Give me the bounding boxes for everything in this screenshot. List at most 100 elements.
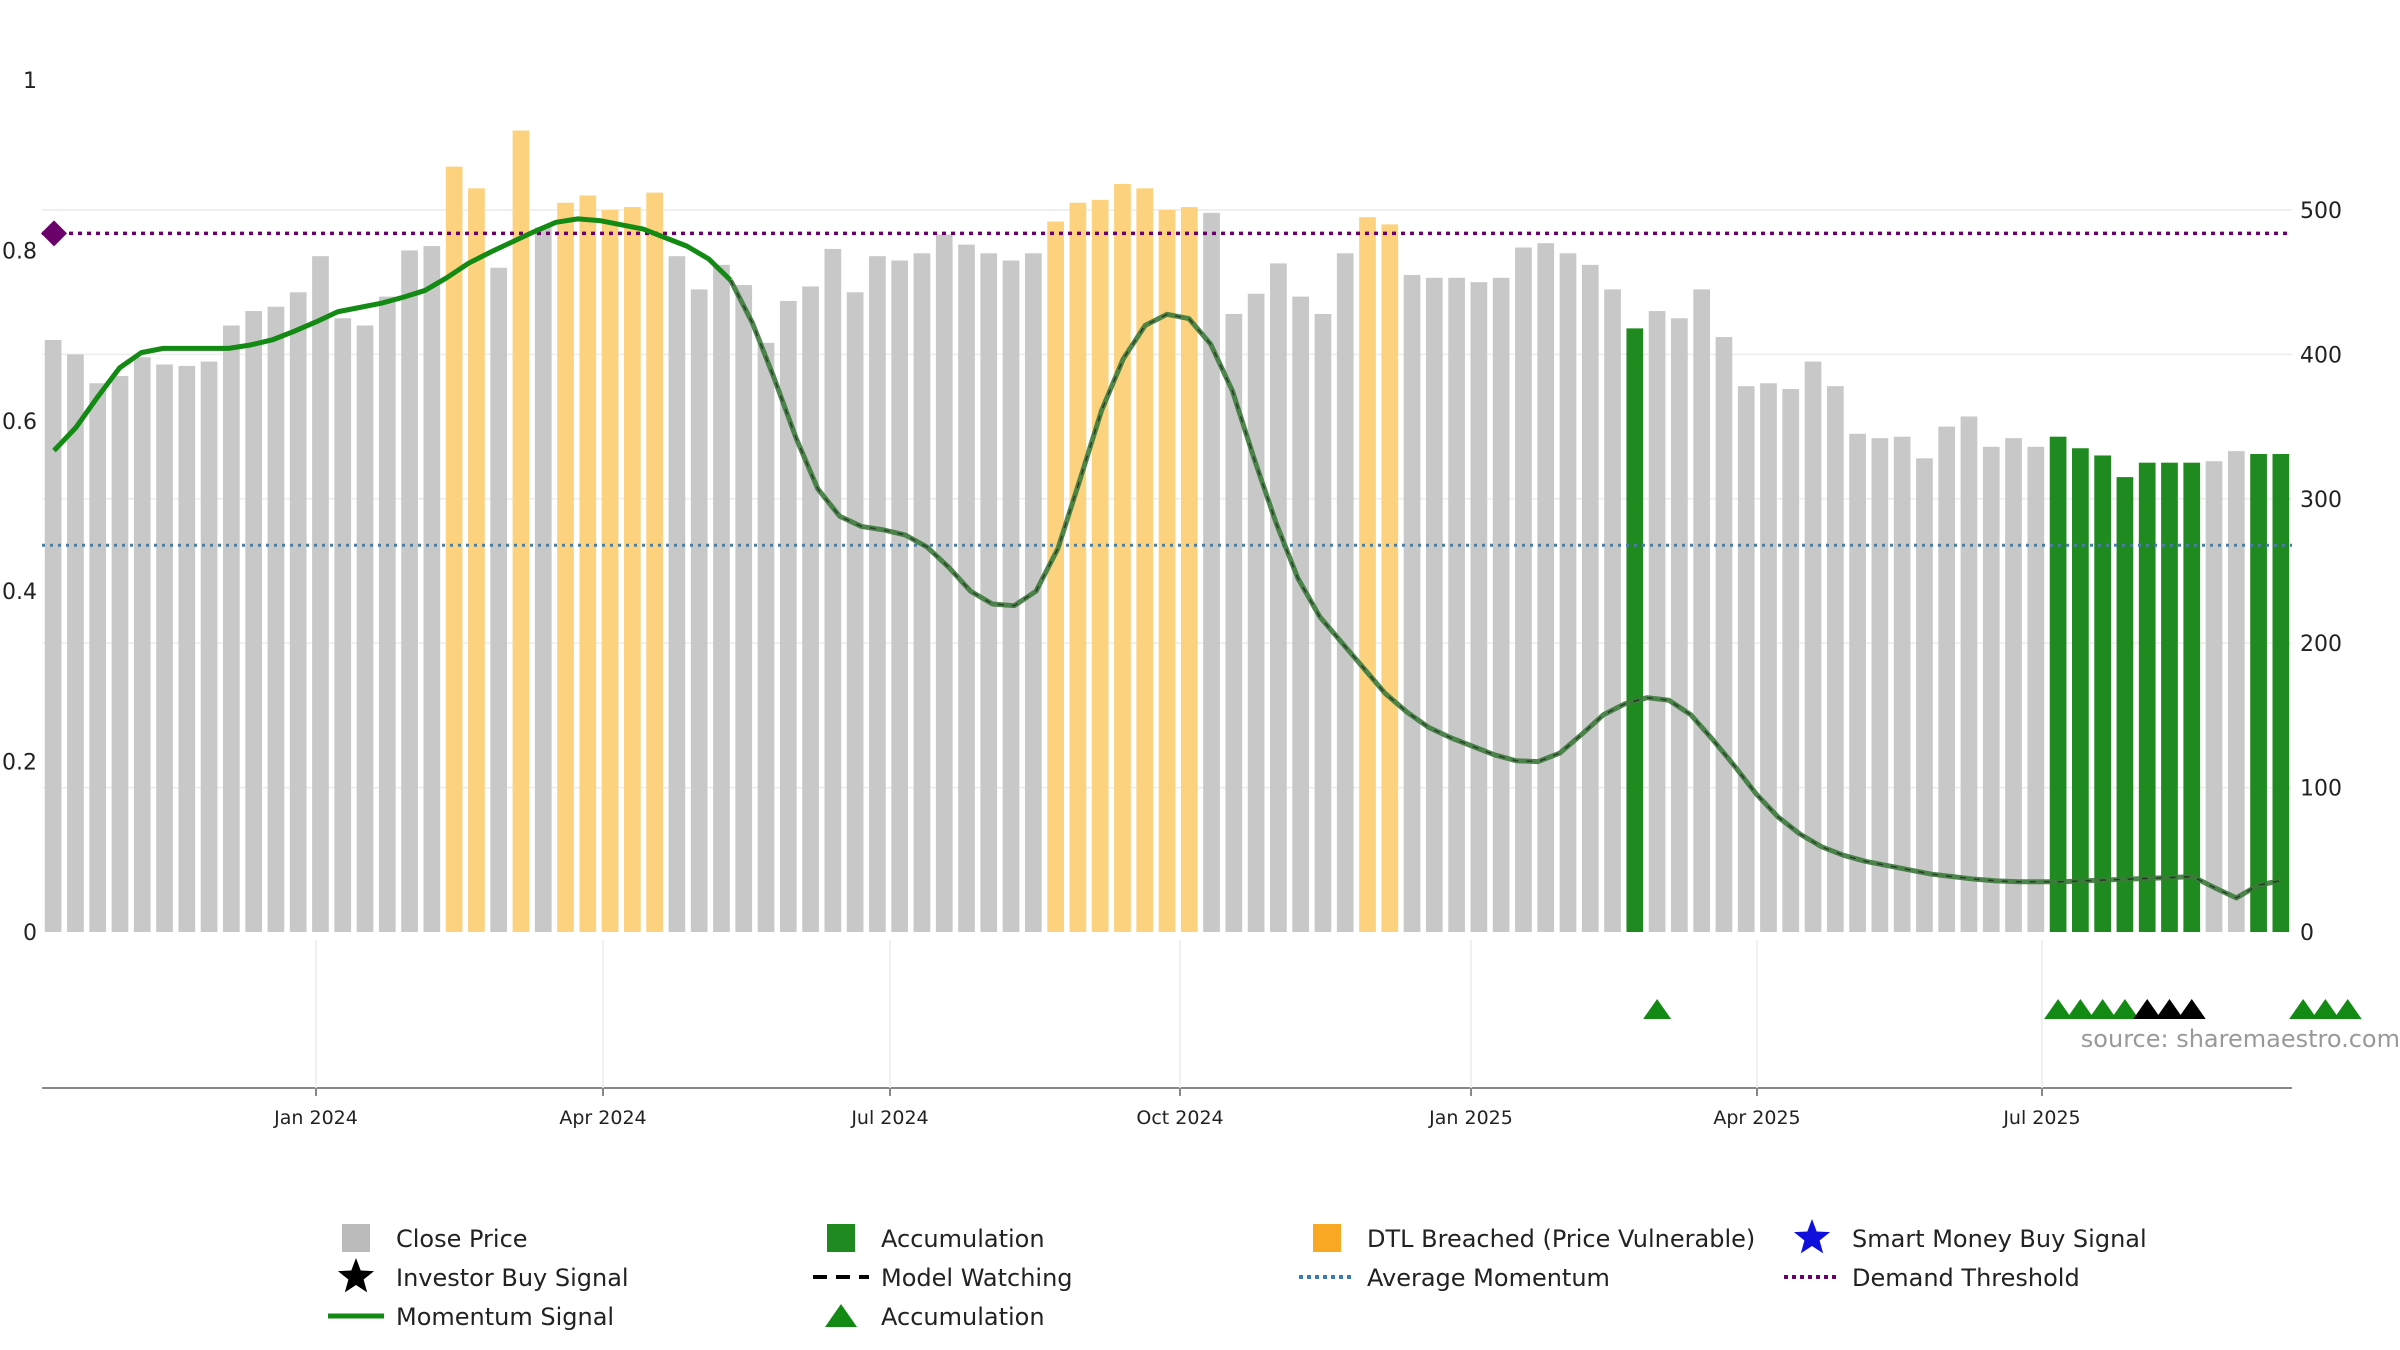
close-price-bar — [1916, 458, 1933, 932]
dtl-breached-bar — [1069, 202, 1087, 933]
accumulation-bar — [2072, 448, 2089, 932]
close-price-bar — [1247, 293, 1265, 932]
close-price-bar — [1336, 253, 1354, 932]
dtl-breached-bar — [1180, 207, 1198, 932]
close-price-bars — [44, 130, 2290, 933]
close-price-bar — [44, 339, 62, 932]
model-watching-line — [729, 279, 2281, 899]
close-price-bar — [267, 306, 285, 933]
dtl-breached-bar — [601, 209, 619, 933]
legend-item: Momentum Signal — [328, 1303, 614, 1331]
close-price-bar — [980, 253, 998, 932]
dtl-breached-bar — [1158, 209, 1176, 933]
investor-buy-triangle — [2177, 999, 2206, 1019]
investor-buy-triangle — [2155, 999, 2184, 1019]
dtl-breached-bar — [1091, 199, 1109, 933]
momentum-signal — [52, 216, 2281, 901]
close-price-bar — [935, 234, 953, 932]
close-price-bar — [1782, 389, 1800, 932]
close-price-bar — [869, 256, 886, 932]
legend: Close Price Accumulation DTL Breached (Pri… — [328, 1219, 2147, 1331]
axes: 0 0.2 0.4 0.6 0.8 1 0 100 200 300 400 500 Jan 2024 Ap… — [2, 69, 2342, 1129]
close-price-bar — [1737, 386, 1755, 933]
dtl-breached-bar — [557, 202, 574, 933]
close-price-bar — [735, 285, 753, 932]
legend-square-icon — [342, 1224, 370, 1252]
legend-item: Model Watching — [813, 1264, 1073, 1292]
legend-item: Accumulation — [827, 1224, 1045, 1253]
close-price-bar — [1403, 274, 1421, 932]
close-price-bar — [2227, 451, 2245, 932]
legend-item: Investor Buy Signal — [337, 1258, 629, 1293]
close-price-bar — [846, 292, 864, 932]
x-axis-tick: Jul 2024 — [850, 1107, 928, 1129]
legend-item: DTL Breached (Price Vulnerable) — [1313, 1224, 1755, 1253]
accumulation-bar — [2049, 436, 2067, 932]
signal-markers — [1643, 999, 2362, 1019]
right-axis-tick: 0 — [2300, 921, 2314, 946]
close-price-bar — [89, 383, 107, 932]
legend-item: Average Momentum — [1299, 1264, 1610, 1292]
close-price-bar — [1938, 426, 1956, 932]
close-price-bar — [1425, 277, 1443, 932]
close-price-bar — [1648, 311, 1666, 932]
close-price-bar — [1849, 433, 1866, 932]
legend-label: Momentum Signal — [396, 1303, 614, 1331]
close-price-bar — [1292, 296, 1310, 932]
close-price-bar — [690, 289, 708, 932]
dtl-breached-bar — [1359, 217, 1376, 932]
legend-label: DTL Breached (Price Vulnerable) — [1367, 1225, 1755, 1253]
dtl-breached-bar — [1047, 221, 1064, 932]
close-price-bar — [1760, 383, 1777, 932]
legend-label: Average Momentum — [1367, 1264, 1610, 1292]
dtl-breached-bar — [579, 195, 597, 933]
accumulation-triangle — [2088, 999, 2117, 1019]
dtl-breached-bar — [1136, 188, 1154, 933]
accumulation-bar — [2094, 455, 2111, 932]
right-axis-tick: 100 — [2300, 777, 2342, 802]
close-price-bar — [1960, 416, 1978, 933]
momentum-signal-line — [52, 216, 733, 453]
right-axis-tick: 400 — [2300, 343, 2342, 368]
close-price-bar — [1203, 212, 1220, 932]
dtl-breached-bar — [1114, 183, 1131, 932]
accumulation-bar — [2250, 454, 2267, 932]
accumulation-triangle — [2066, 999, 2095, 1019]
right-axis-tick: 500 — [2300, 199, 2342, 224]
close-price-bar — [757, 342, 775, 933]
legend-label: Accumulation — [881, 1225, 1045, 1253]
legend-label: Demand Threshold — [1852, 1264, 2080, 1292]
legend-item: Demand Threshold — [1784, 1264, 2080, 1292]
close-price-bar — [713, 264, 730, 932]
close-price-bar — [1492, 277, 1510, 932]
x-axis-tick: Jan 2025 — [1428, 1107, 1513, 1129]
close-price-bar — [200, 361, 218, 932]
close-price-bar — [1893, 436, 1911, 932]
close-price-bar — [401, 250, 418, 932]
accumulation-triangle — [1643, 999, 1672, 1019]
dtl-breached-bar — [468, 188, 485, 933]
close-price-bar — [1448, 277, 1465, 932]
dtl-breached-bar — [623, 207, 641, 932]
close-price-bar — [913, 253, 931, 932]
right-axis-tick: 300 — [2300, 488, 2342, 513]
x-axis-tick: Apr 2025 — [1713, 1107, 1800, 1129]
legend-star-icon — [1793, 1219, 1831, 1254]
dtl-breached-bar — [512, 130, 530, 933]
close-price-bar — [891, 260, 909, 932]
close-price-bar — [2205, 461, 2223, 932]
legend-label: Close Price — [396, 1225, 528, 1253]
left-axis-tick: 1 — [23, 69, 37, 94]
close-price-bar — [1671, 318, 1688, 932]
left-axis-tick: 0.2 — [2, 751, 37, 776]
close-price-bar — [178, 365, 196, 932]
legend-star-icon — [337, 1258, 375, 1293]
close-price-bar — [133, 357, 151, 933]
close-price-bar — [1871, 438, 1889, 932]
close-price-bar — [378, 296, 396, 932]
accumulation-bar — [1626, 328, 1644, 933]
close-price-bar — [1715, 337, 1733, 932]
close-price-bar — [1537, 243, 1555, 932]
close-price-bar — [779, 300, 797, 932]
